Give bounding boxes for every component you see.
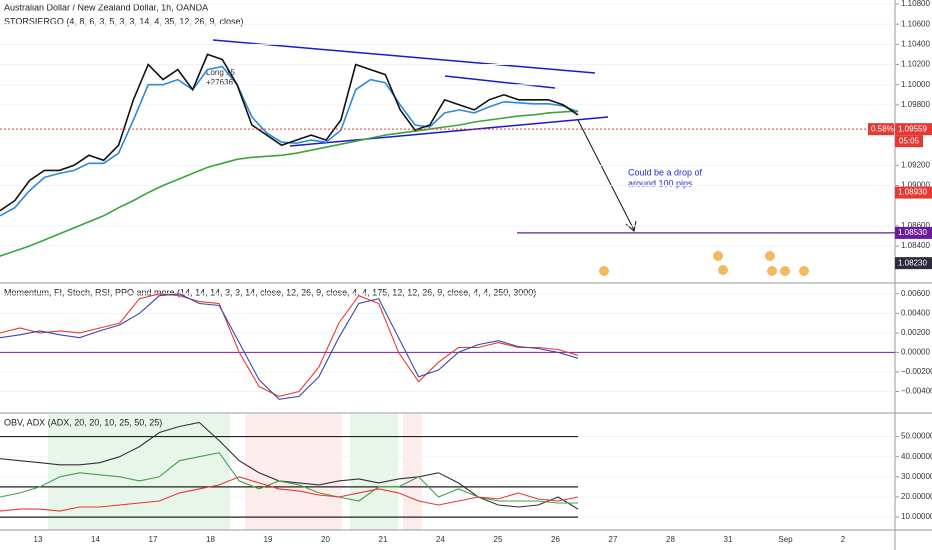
x-tick-label: 18 <box>206 535 215 544</box>
y-tick-label: 0.00200 <box>901 328 930 337</box>
price-label-box <box>895 257 932 270</box>
y-tick-label: 50.00000 <box>901 432 932 441</box>
event-icons <box>599 251 809 276</box>
x-tick-label: 25 <box>494 535 503 544</box>
event-icon <box>799 266 809 276</box>
event-icon <box>767 266 777 276</box>
y-tick-label: 1.10600 <box>901 19 930 28</box>
event-icon <box>718 265 728 275</box>
y-tick-label: 10.00000 <box>901 512 932 521</box>
y-tick-label: 0.00600 <box>901 289 930 298</box>
y-tick-label: 1.09200 <box>901 160 930 169</box>
x-tick-label: 20 <box>321 535 330 544</box>
x-tick-label: 26 <box>551 535 560 544</box>
indicator-title: STORSIERGO (4, 8, 6, 3, 5, 3, 3, 14, 4, … <box>4 16 243 26</box>
price-label: 1.08230 <box>898 258 927 267</box>
y-tick-label: 1.10400 <box>901 39 930 48</box>
countdown-label: 05:05 <box>899 136 920 145</box>
price-label: 1.08930 <box>898 188 927 197</box>
event-icon <box>765 251 775 261</box>
price-label-box <box>895 186 932 199</box>
trade-label: Long 15 <box>206 68 235 77</box>
series-line <box>0 53 579 212</box>
change-box <box>868 123 894 136</box>
y-tick-label: 1.10200 <box>901 60 930 69</box>
x-tick-label: 2 <box>841 535 846 544</box>
change-label: 0.58% <box>871 124 894 133</box>
price-label: 1.09559 <box>898 124 927 133</box>
event-icon <box>599 266 609 276</box>
series-line <box>0 293 579 400</box>
trendline <box>289 116 609 147</box>
countdown-box <box>895 135 923 148</box>
y-tick-label: −0.00400 <box>901 387 932 396</box>
series-line <box>0 476 579 512</box>
y-tick-label: 1.09800 <box>901 100 930 109</box>
trendline <box>444 75 556 89</box>
y-tick-label: −0.00200 <box>901 367 932 376</box>
y-tick-label: 30.00000 <box>901 472 932 481</box>
series-line <box>0 421 579 510</box>
y-tick-label: 1.09000 <box>901 181 930 190</box>
pane-title: Momentum, FI, Stoch, RSI, PPO and more (… <box>4 287 536 297</box>
x-tick-label: 24 <box>436 535 445 544</box>
x-tick-label: 21 <box>379 535 388 544</box>
series-line <box>0 293 579 397</box>
y-tick-label: 0.00400 <box>901 308 930 317</box>
x-tick-label: 17 <box>149 535 158 544</box>
pane-title: OBV, ADX (ADX, 20, 20, 10, 25, 50, 25) <box>4 417 162 427</box>
x-tick-label: 31 <box>724 535 733 544</box>
x-tick-label: 14 <box>91 535 100 544</box>
price-label: 1.08530 <box>898 228 927 237</box>
y-tick-label: 1.10800 <box>901 0 930 8</box>
x-tick-label: 19 <box>264 535 273 544</box>
bull-zone <box>48 414 230 530</box>
y-tick-label: 1.08600 <box>901 221 930 230</box>
trendline <box>212 39 596 74</box>
y-tick-label: 1.10000 <box>901 80 930 89</box>
event-icon <box>780 266 790 276</box>
annotation: Could be a drop of <box>628 167 703 177</box>
price-label-box <box>895 226 932 239</box>
x-tick-label: 27 <box>609 535 618 544</box>
chart-title: Australian Dollar / New Zealand Dollar, … <box>4 2 208 12</box>
series-line <box>0 110 579 257</box>
x-tick-label: 13 <box>34 535 43 544</box>
bear-zone <box>245 414 342 530</box>
event-icon <box>713 251 723 261</box>
y-tick-label: 0.00000 <box>901 348 930 357</box>
bull-zone <box>350 414 398 530</box>
bear-zone <box>403 414 422 530</box>
annotation: around 100 pips <box>628 178 693 188</box>
price-label-box <box>895 123 932 136</box>
y-tick-label: 20.00000 <box>901 492 932 501</box>
y-tick-label: 40.00000 <box>901 452 932 461</box>
x-tick-label: Sep <box>778 535 793 544</box>
x-tick-label: 28 <box>666 535 675 544</box>
arrow <box>577 119 635 231</box>
y-tick-label: 1.08400 <box>901 241 930 250</box>
trade-label: +27636 <box>206 78 233 87</box>
